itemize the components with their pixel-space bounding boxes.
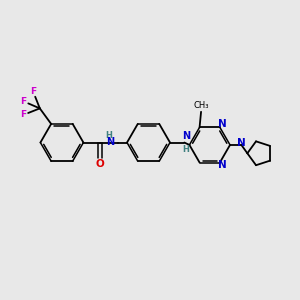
Text: F: F <box>30 87 36 96</box>
Text: N: N <box>182 131 190 141</box>
Text: F: F <box>20 97 26 106</box>
Text: N: N <box>218 160 226 170</box>
Text: H: H <box>182 145 189 154</box>
Text: H: H <box>106 131 112 140</box>
Text: N: N <box>218 119 226 129</box>
Text: O: O <box>95 159 104 169</box>
Text: N: N <box>237 138 246 148</box>
Text: CH₃: CH₃ <box>193 101 209 110</box>
Text: N: N <box>106 137 115 147</box>
Text: F: F <box>20 110 26 119</box>
